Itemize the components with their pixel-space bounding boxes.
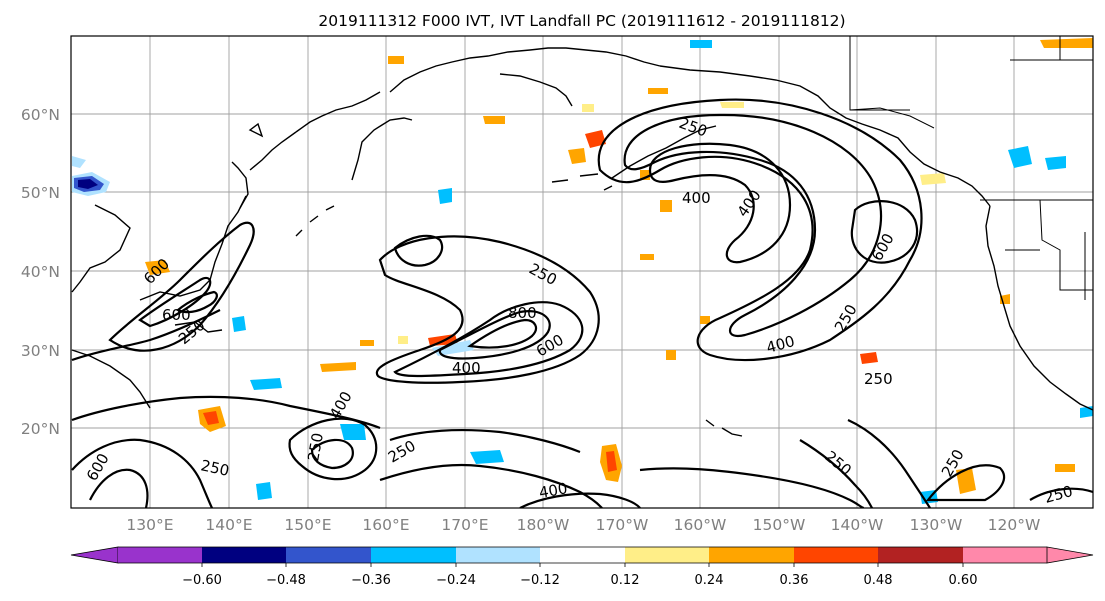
ivt-contours <box>71 98 1093 508</box>
lat-label: 50°N <box>21 184 60 202</box>
colorbar: −0.60 −0.48 −0.36 −0.24 −0.12 0.12 0.24 … <box>70 546 1094 588</box>
map-area <box>71 36 1093 508</box>
contour-label: 250 <box>304 431 327 462</box>
lat-label: 60°N <box>21 106 60 124</box>
contour-label: 400 <box>452 359 481 377</box>
colorbar-segment <box>456 547 540 563</box>
colorbar-tick-label: −0.36 <box>351 573 391 588</box>
colorbar-segment <box>286 547 371 563</box>
lon-label: 150°E <box>284 516 331 534</box>
lon-label: 160°E <box>362 516 409 534</box>
map-frame <box>70 35 1094 509</box>
longitude-labels: 130°E 140°E 150°E 160°E 170°E 180°W 170°… <box>126 516 1040 534</box>
colorbar-segment <box>709 547 794 563</box>
ivt-anomaly-patches <box>72 38 1093 504</box>
colorbar-segment <box>118 547 202 563</box>
colorbar-tick-label: −0.12 <box>520 573 560 588</box>
colorbar-tick-label: 0.12 <box>611 573 640 588</box>
contour-label: 400 <box>682 189 711 207</box>
colorbar-segment <box>878 547 963 563</box>
colorbar-segment <box>540 547 625 563</box>
colorbar-tick-label: −0.60 <box>182 573 222 588</box>
colorbar-tick-label: 0.36 <box>780 573 809 588</box>
contour-label: 400 <box>538 479 569 502</box>
colorbar-extend-left <box>70 546 119 564</box>
lon-label: 170°W <box>596 516 649 534</box>
colorbar-tick-label: 0.48 <box>864 573 893 588</box>
colorbar-tick-label: −0.24 <box>436 573 476 588</box>
borders <box>849 36 1093 300</box>
lon-label: 160°W <box>674 516 727 534</box>
contour-label: 250 <box>864 370 893 388</box>
colorbar-tick-label: −0.48 <box>266 573 306 588</box>
colorbar-segment <box>625 547 709 563</box>
lat-label: 20°N <box>21 420 60 438</box>
colorbar-segment <box>202 547 286 563</box>
colorbar-extend-right <box>1046 546 1094 564</box>
colorbar-segment <box>371 547 456 563</box>
lat-label: 30°N <box>21 342 60 360</box>
map-title: 2019111312 F000 IVT, IVT Landfall PC (20… <box>318 12 845 30</box>
colorbar-segment <box>963 547 1047 563</box>
colorbar-segment <box>794 547 878 563</box>
contour-label: 600 <box>162 306 191 324</box>
latitude-labels: 60°N 50°N 40°N 30°N 20°N <box>21 106 60 438</box>
colorbar-tick-label: 0.24 <box>695 573 724 588</box>
contour-label: 800 <box>508 304 537 322</box>
colorbar-tick-label: 0.60 <box>949 573 978 588</box>
lon-label: 120°W <box>988 516 1041 534</box>
lon-label: 140°E <box>205 516 252 534</box>
lon-label: 140°W <box>831 516 884 534</box>
lon-label: 130°E <box>126 516 173 534</box>
contour-label: 250 <box>199 456 231 480</box>
lon-label: 180°W <box>517 516 570 534</box>
lon-label: 130°W <box>910 516 963 534</box>
lon-label: 150°W <box>753 516 806 534</box>
lat-label: 40°N <box>21 263 60 281</box>
lon-label: 170°E <box>441 516 488 534</box>
